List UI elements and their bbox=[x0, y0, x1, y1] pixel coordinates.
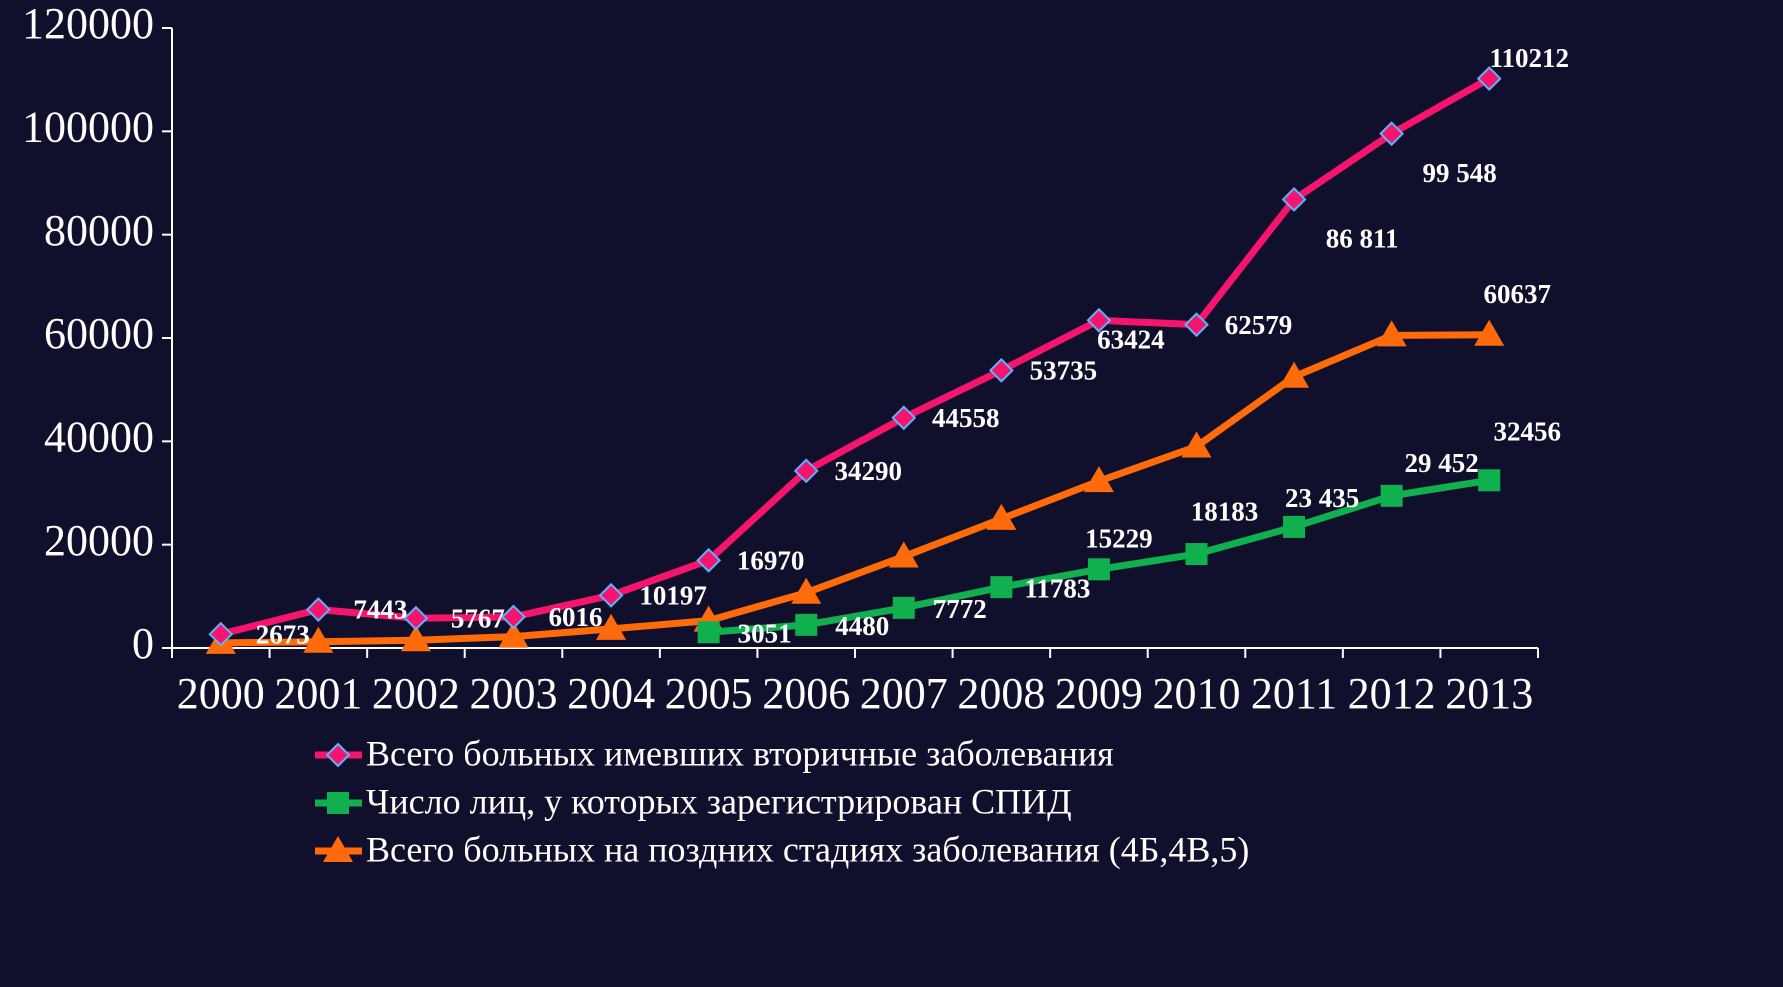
marker bbox=[795, 613, 818, 636]
marker bbox=[400, 625, 431, 652]
marker bbox=[598, 582, 624, 608]
data-label: 29 452 bbox=[1405, 448, 1479, 478]
marker bbox=[697, 621, 720, 644]
series bbox=[208, 66, 1502, 647]
legend-marker bbox=[325, 742, 351, 768]
marker bbox=[1185, 543, 1208, 566]
data-label: 16970 bbox=[737, 546, 805, 576]
data-label: 44558 bbox=[932, 403, 1000, 433]
y-tick-label: 120000 bbox=[22, 0, 154, 48]
y-tick-label: 100000 bbox=[22, 102, 154, 151]
x-tick-label: 2010 bbox=[1153, 669, 1241, 718]
x-tick-label: 2000 bbox=[177, 669, 265, 718]
data-label: 18183 bbox=[1191, 496, 1259, 526]
line bbox=[220, 331, 1490, 647]
marker bbox=[498, 621, 529, 648]
data-label: 53735 bbox=[1030, 356, 1098, 386]
line bbox=[708, 476, 1490, 636]
marker bbox=[791, 577, 822, 604]
marker bbox=[891, 405, 917, 431]
legend-entry: Всего больных на поздних стадиях заболев… bbox=[315, 829, 1249, 869]
x-tick-label: 2007 bbox=[860, 669, 948, 718]
marker bbox=[1379, 121, 1405, 147]
data-label: 6016 bbox=[549, 602, 603, 632]
marker bbox=[1474, 319, 1505, 346]
legend-label: Всего больных имевших вторичные заболева… bbox=[366, 733, 1114, 773]
marker bbox=[1181, 431, 1212, 458]
series bbox=[697, 469, 1501, 644]
marker bbox=[1376, 320, 1407, 347]
x-tick-label: 2003 bbox=[470, 669, 558, 718]
marker bbox=[1283, 515, 1306, 538]
marker bbox=[986, 503, 1017, 530]
marker bbox=[1086, 307, 1112, 333]
x-tick-label: 2002 bbox=[372, 669, 460, 718]
marker bbox=[501, 604, 526, 630]
marker bbox=[892, 596, 915, 619]
marker bbox=[1476, 66, 1502, 91]
data-label: 23 435 bbox=[1285, 483, 1359, 513]
data-label: 32456 bbox=[1493, 417, 1561, 447]
data-label: 2673 bbox=[256, 619, 310, 649]
data-label: 4480 bbox=[835, 611, 889, 641]
data-label: 99 548 bbox=[1423, 158, 1497, 188]
marker bbox=[696, 547, 722, 573]
x-tick-label: 2005 bbox=[665, 669, 753, 718]
data-label: 110212 bbox=[1489, 43, 1569, 73]
data-label: 86 811 bbox=[1326, 224, 1399, 254]
marker bbox=[1380, 484, 1403, 507]
x-tick-label: 2006 bbox=[762, 669, 850, 718]
marker bbox=[888, 541, 919, 568]
legend-entry: Число лиц, у которых зарегистрирован СПИ… bbox=[315, 781, 1072, 821]
x-tick-label: 2008 bbox=[957, 669, 1045, 718]
data-label: 3051 bbox=[738, 618, 792, 648]
data-label: 62579 bbox=[1225, 310, 1293, 340]
y-tick-label: 80000 bbox=[44, 206, 154, 255]
x-tick-label: 2012 bbox=[1348, 669, 1436, 718]
legend-marker bbox=[327, 792, 349, 814]
data-label: 60637 bbox=[1483, 279, 1551, 309]
data-label: 11783 bbox=[1024, 573, 1090, 603]
x-tick-label: 2013 bbox=[1445, 669, 1533, 718]
legend-label: Число лиц, у которых зарегистрирован СПИ… bbox=[366, 781, 1072, 821]
marker bbox=[305, 597, 331, 622]
x-tick-label: 2004 bbox=[567, 669, 655, 718]
legend-entry: Всего больных имевших вторичные заболева… bbox=[315, 733, 1114, 773]
y-tick-label: 20000 bbox=[44, 516, 154, 565]
y-tick-label: 60000 bbox=[44, 309, 154, 358]
y-tick-label: 40000 bbox=[44, 412, 154, 461]
marker bbox=[596, 613, 627, 640]
marker bbox=[793, 458, 819, 484]
marker bbox=[303, 626, 334, 653]
marker bbox=[1279, 361, 1310, 388]
legend-label: Всего больных на поздних стадиях заболев… bbox=[366, 829, 1249, 869]
data-label: 63424 bbox=[1097, 325, 1165, 355]
marker bbox=[1184, 312, 1209, 338]
marker bbox=[1087, 558, 1110, 581]
marker bbox=[403, 605, 429, 631]
x-tick-label: 2001 bbox=[274, 669, 362, 718]
data-label: 15229 bbox=[1085, 524, 1153, 554]
data-label: 7443 bbox=[353, 595, 407, 625]
data-label: 34290 bbox=[834, 456, 902, 486]
data-label: 7772 bbox=[933, 594, 987, 624]
data-label: 10197 bbox=[639, 581, 707, 611]
marker bbox=[990, 576, 1013, 599]
y-tick-label: 0 bbox=[132, 619, 154, 668]
marker bbox=[208, 621, 234, 647]
x-tick-label: 2011 bbox=[1251, 669, 1337, 718]
marker bbox=[1281, 187, 1307, 212]
marker bbox=[988, 357, 1014, 383]
data-label: 5767 bbox=[451, 603, 505, 633]
x-tick-label: 2009 bbox=[1055, 669, 1143, 718]
legend-marker bbox=[323, 836, 353, 862]
line bbox=[219, 75, 1491, 638]
marker bbox=[1478, 469, 1501, 492]
marker bbox=[1083, 466, 1114, 493]
